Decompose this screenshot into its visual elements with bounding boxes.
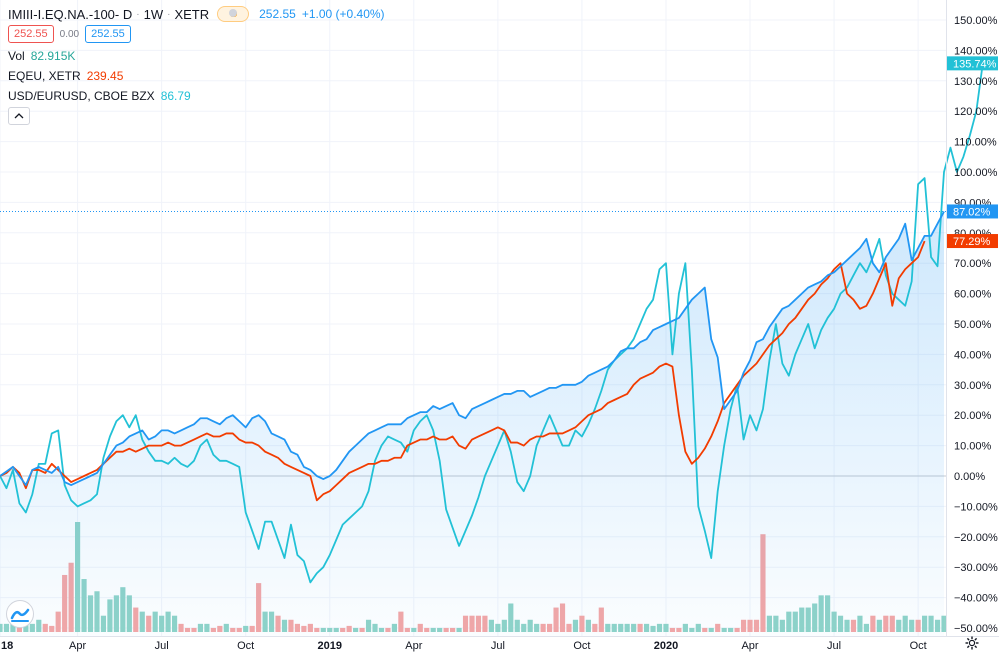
legend: IMIII-I.EQ.NA.-100- D · 1W · XETR D 252.… [8, 4, 385, 126]
usdeur-series-line [0, 63, 984, 584]
y-tick-label: 140.00% [954, 45, 998, 57]
last-value-label: 135.74% [953, 58, 997, 70]
y-tick-label: 120.00% [954, 106, 998, 118]
legend-eqeu-row[interactable]: EQEU, XETR 239.45 [8, 66, 385, 86]
separator-dot: · [167, 8, 171, 20]
last-value-bg [947, 56, 998, 71]
y-tick-label: 110.00% [954, 137, 997, 149]
main-series-line [0, 211, 945, 487]
x-tick-label: Jul [827, 640, 841, 652]
usdeur-label: USD/EURUSD, CBOE BZX [8, 89, 155, 103]
y-tick-label: −30.00% [954, 562, 998, 574]
sell-price-box[interactable]: 252.55 [8, 25, 54, 43]
time-axis-divider [0, 636, 999, 637]
bid-ask-row: 252.55 0.00 252.55 [8, 24, 385, 44]
x-tick-label: Jul [155, 640, 169, 652]
x-tick-label: Apr [405, 640, 422, 652]
gear-icon[interactable] [965, 636, 979, 653]
eqeu-series-line [0, 240, 926, 502]
eqeu-label: EQEU, XETR [8, 69, 81, 83]
x-tick-label: Oct [910, 640, 927, 652]
x-tick-label: Apr [69, 640, 86, 652]
last-value-labels: 135.74% 87.02% 77.29% [947, 56, 998, 249]
last-price: 252.55 [259, 7, 296, 21]
y-tick-label: 150.00% [954, 15, 998, 27]
y-tick-label: −40.00% [954, 593, 998, 605]
eqeu-value: 239.45 [86, 69, 124, 83]
y-tick-label: 0.00% [954, 471, 985, 483]
interval-label[interactable]: 1W [143, 6, 164, 22]
y-tick-label: −50.00% [954, 623, 998, 635]
y-tick-label: 130.00% [954, 76, 998, 88]
logo-mark [10, 608, 30, 622]
y-tick-label: −20.00% [954, 532, 998, 544]
legend-collapse-row [8, 106, 385, 126]
price-axis-divider [946, 0, 947, 636]
y-tick-label: 60.00% [954, 289, 992, 301]
x-tick-label: 18 [1, 640, 13, 652]
status-dot-icon [228, 9, 237, 17]
delayed-badge[interactable]: D [217, 6, 250, 22]
buy-price-box[interactable]: 252.55 [85, 25, 131, 43]
y-tick-label: 100.00% [954, 167, 998, 179]
x-tick-label: Oct [237, 640, 254, 652]
symbol-name[interactable]: IMIII-I.EQ.NA.-100- D [8, 6, 133, 22]
chevron-up-icon [14, 113, 24, 119]
area-fill [0, 211, 944, 636]
gear-glyph [965, 636, 979, 650]
tradingview-logo-icon[interactable] [6, 600, 34, 628]
y-tick-label: 50.00% [954, 319, 992, 331]
x-tick-label: 2020 [654, 640, 678, 652]
last-value-label: 87.02% [953, 206, 991, 218]
separator-dot: · [136, 8, 140, 20]
collapse-legend-button[interactable] [8, 107, 30, 125]
y-tick-label: −10.00% [954, 501, 998, 513]
last-value-bg [947, 234, 998, 249]
legend-usdeur-row[interactable]: USD/EURUSD, CBOE BZX 86.79 [8, 86, 385, 106]
usdeur-value: 86.79 [160, 89, 191, 103]
legend-title-row: IMIII-I.EQ.NA.-100- D · 1W · XETR D 252.… [8, 4, 385, 24]
exchange-label: XETR [174, 6, 210, 22]
y-tick-label: 40.00% [954, 349, 992, 361]
y-tick-label: 30.00% [954, 380, 992, 392]
y-tick-label: 20.00% [954, 410, 992, 422]
series-lines [0, 63, 984, 584]
x-tick-label: Apr [741, 640, 758, 652]
main-area [0, 211, 944, 636]
x-tick-label: 2019 [318, 640, 342, 652]
last-value-bg [947, 204, 998, 219]
vol-value: 82.915K [30, 49, 76, 63]
x-tick-label: Oct [573, 640, 590, 652]
last-value-label: 77.29% [953, 236, 991, 248]
vol-label: Vol [8, 49, 25, 63]
spread-value: 0.00 [59, 28, 80, 40]
legend-vol-row[interactable]: Vol 82.915K [8, 46, 385, 66]
y-tick-label: 10.00% [954, 441, 992, 453]
price-change: +1.00 (+0.40%) [301, 7, 385, 21]
y-axis[interactable]: 150.00% 140.00% 130.00% 120.00% 110.00% 100.0… [954, 15, 998, 635]
x-tick-label: Jul [491, 640, 505, 652]
y-tick-label: 70.00% [954, 258, 992, 270]
x-axis[interactable]: 18 Apr Jul Oct 2019 Apr Jul Oct 2020 Apr Jul Oct [1, 640, 927, 652]
